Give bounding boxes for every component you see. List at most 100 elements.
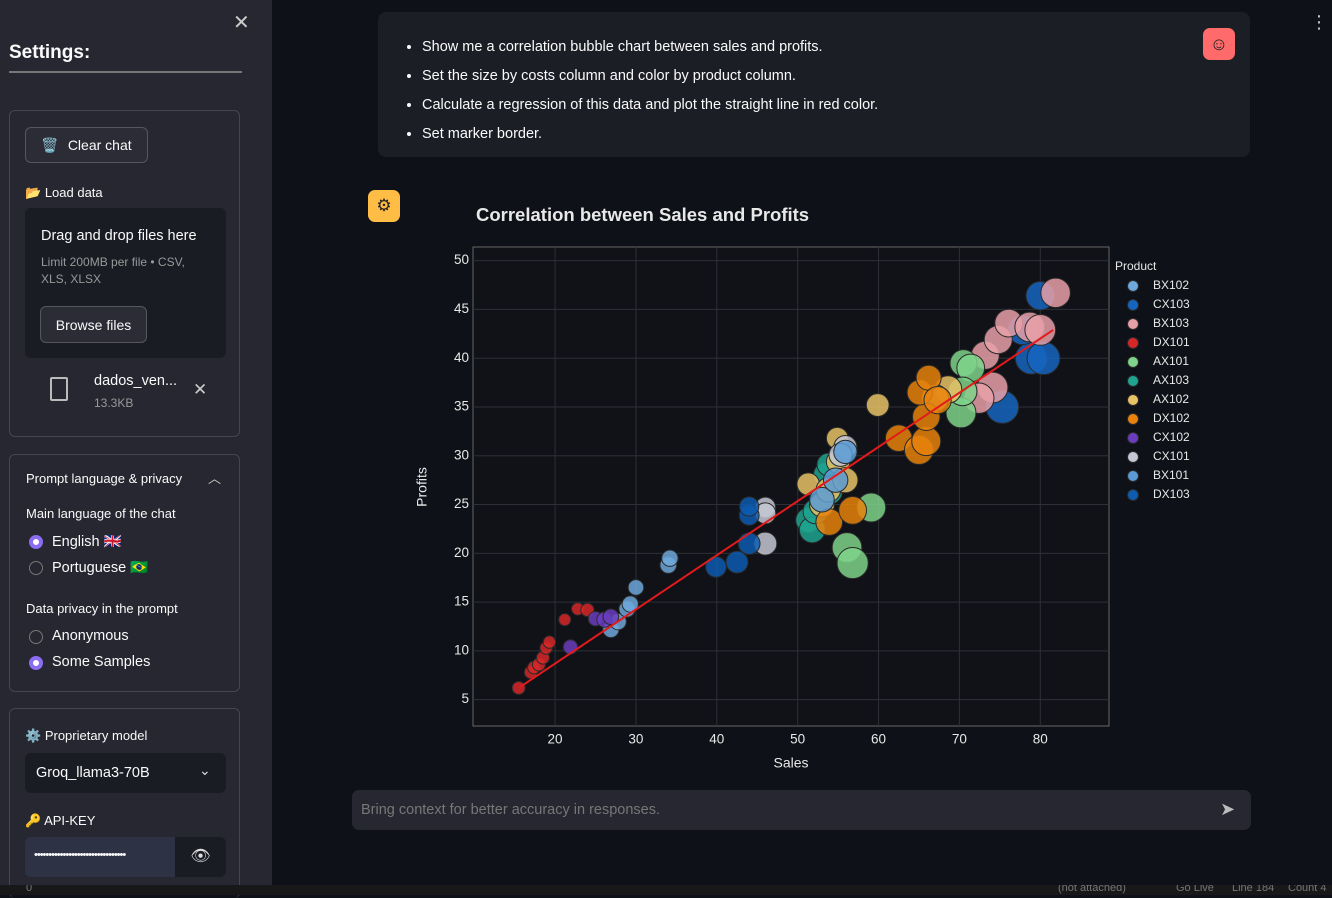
legend-label: AX103 bbox=[1153, 373, 1189, 387]
y-tick-label: 35 bbox=[454, 399, 469, 414]
bubble bbox=[865, 393, 890, 417]
legend-marker bbox=[1127, 394, 1139, 406]
legend-title: Product bbox=[1115, 259, 1157, 273]
y-tick-label: 25 bbox=[454, 496, 469, 511]
load-data-label: 📂 Load data bbox=[25, 185, 103, 201]
radio-option[interactable]: Anonymous bbox=[52, 628, 129, 644]
radio-option[interactable]: English 🇬🇧 bbox=[52, 534, 122, 550]
chat-input[interactable]: Bring context for better accuracy in res… bbox=[352, 790, 1251, 830]
bubble bbox=[911, 426, 942, 457]
dropzone-hint: Limit 200MB per file • CSV, XLS, XLSX bbox=[41, 255, 185, 286]
model-panel: ⚙️ Proprietary model Groq_llama3-70B ⌄ 🔑… bbox=[9, 708, 240, 898]
chart-title: Correlation between Sales and Profits bbox=[476, 204, 809, 225]
radio-option[interactable]: Some Samples bbox=[52, 654, 151, 670]
y-tick-label: 10 bbox=[454, 642, 469, 657]
button-label: Clear chat bbox=[67, 137, 132, 153]
close-sidebar[interactable]: ✕ bbox=[233, 12, 250, 34]
input-value: •••••••••••••••••••••••••••••••• bbox=[34, 849, 126, 861]
bubble bbox=[542, 635, 557, 649]
legend-label: DX103 bbox=[1153, 487, 1190, 501]
privacy-panel: Prompt language & privacy ︿ Main languag… bbox=[9, 454, 240, 692]
icon: 🗑️ bbox=[41, 136, 59, 153]
bubble bbox=[1024, 314, 1057, 346]
remove-file[interactable]: ✕ bbox=[193, 380, 208, 399]
message-list: Show me a correlation bubble chart betwe… bbox=[378, 12, 1250, 149]
legend-marker bbox=[1127, 318, 1139, 330]
bubble bbox=[627, 579, 645, 596]
bubble bbox=[1026, 341, 1061, 376]
user-avatar: ☺ bbox=[1203, 28, 1235, 60]
bubble bbox=[809, 486, 835, 513]
legend-label: DX101 bbox=[1153, 335, 1190, 349]
icon: ⚙️ bbox=[25, 728, 42, 743]
x-axis-label: Sales bbox=[773, 755, 808, 771]
radio-selected[interactable] bbox=[29, 656, 43, 670]
radio[interactable] bbox=[29, 561, 43, 575]
legend-label: CX101 bbox=[1153, 449, 1190, 463]
y-tick-label: 45 bbox=[454, 301, 469, 316]
browse-files-button[interactable]: Browse files bbox=[40, 306, 147, 343]
clear-chat-button[interactable]: 🗑️ Clear chat bbox=[25, 127, 148, 163]
show-password[interactable]: 👁 bbox=[175, 837, 226, 877]
model-select[interactable]: Groq_llama3-70B ⌄ bbox=[25, 753, 226, 793]
legend-marker bbox=[1127, 451, 1139, 463]
label: Proprietary model bbox=[44, 728, 148, 743]
assistant-avatar: ⚙ bbox=[368, 190, 400, 222]
send-button[interactable]: ➤ bbox=[1220, 799, 1236, 819]
main-menu[interactable]: ⋮ bbox=[1310, 12, 1328, 32]
y-tick-label: 30 bbox=[454, 447, 469, 462]
x-tick-label: 40 bbox=[709, 732, 724, 747]
x-tick-label: 50 bbox=[790, 732, 805, 747]
legend-label: AX102 bbox=[1153, 392, 1189, 406]
bubble bbox=[836, 546, 869, 580]
legend-label: CX103 bbox=[1153, 297, 1190, 311]
message-item: Calculate a regression of this data and … bbox=[422, 91, 1250, 120]
y-tick-label: 50 bbox=[454, 252, 469, 267]
icon: 📂 bbox=[25, 185, 42, 200]
status-item: Go Live bbox=[1176, 885, 1214, 894]
dropdown-arrow: ⌄ bbox=[199, 762, 211, 778]
bubble bbox=[1040, 277, 1071, 309]
bubble-chart: Correlation between Sales and Profits Sa… bbox=[414, 204, 1190, 771]
radio-option[interactable]: Portuguese 🇧🇷 bbox=[52, 560, 149, 576]
message-item: Set marker border. bbox=[422, 120, 1250, 149]
label: Load data bbox=[44, 185, 103, 200]
x-tick-label: 60 bbox=[871, 732, 886, 747]
dropzone[interactable]: Drag and drop files here Limit 200MB per… bbox=[25, 208, 226, 358]
bubble bbox=[739, 496, 760, 517]
x-tick-label: 20 bbox=[548, 732, 563, 747]
bubble bbox=[558, 613, 572, 627]
status-item: (not attached) bbox=[1058, 885, 1126, 894]
data-panel: 🗑️ Clear chat 📂 Load data Drag and drop f… bbox=[9, 110, 240, 437]
legend-label: CX102 bbox=[1153, 430, 1190, 444]
bubble bbox=[822, 467, 849, 493]
regression-line bbox=[518, 329, 1054, 689]
sidebar-title: Settings: bbox=[9, 42, 91, 63]
legend-marker bbox=[1127, 337, 1139, 349]
radio-selected[interactable] bbox=[29, 535, 43, 549]
status-bar: 0 (not attached) Go Live Line 184 Count … bbox=[0, 885, 1332, 895]
legend-marker bbox=[1127, 299, 1139, 311]
y-axis-label: Profits bbox=[414, 467, 430, 507]
x-tick-label: 80 bbox=[1033, 732, 1048, 747]
legend-marker bbox=[1127, 280, 1139, 292]
privacy-label: Data privacy in the prompt bbox=[26, 601, 178, 616]
y-tick-label: 5 bbox=[461, 691, 469, 706]
file-name: dados_ven... bbox=[94, 373, 178, 389]
legend-marker bbox=[1127, 375, 1139, 387]
label: API-KEY bbox=[44, 813, 96, 828]
file-size: 13.3KB bbox=[94, 396, 134, 410]
expander-title[interactable]: Prompt language & privacy bbox=[26, 471, 183, 486]
legend-marker bbox=[1127, 470, 1139, 482]
bubble bbox=[562, 639, 579, 655]
legend-label: BX102 bbox=[1153, 278, 1189, 292]
legend-marker bbox=[1127, 356, 1139, 368]
select-value: Groq_llama3-70B bbox=[36, 765, 150, 781]
expander-toggle[interactable]: ︿ bbox=[208, 471, 222, 486]
legend-label: BX101 bbox=[1153, 468, 1189, 482]
radio[interactable] bbox=[29, 630, 43, 644]
api-key-input[interactable]: •••••••••••••••••••••••••••••••• bbox=[25, 837, 175, 877]
y-tick-label: 15 bbox=[454, 594, 469, 609]
status-item: 0 bbox=[26, 885, 33, 894]
